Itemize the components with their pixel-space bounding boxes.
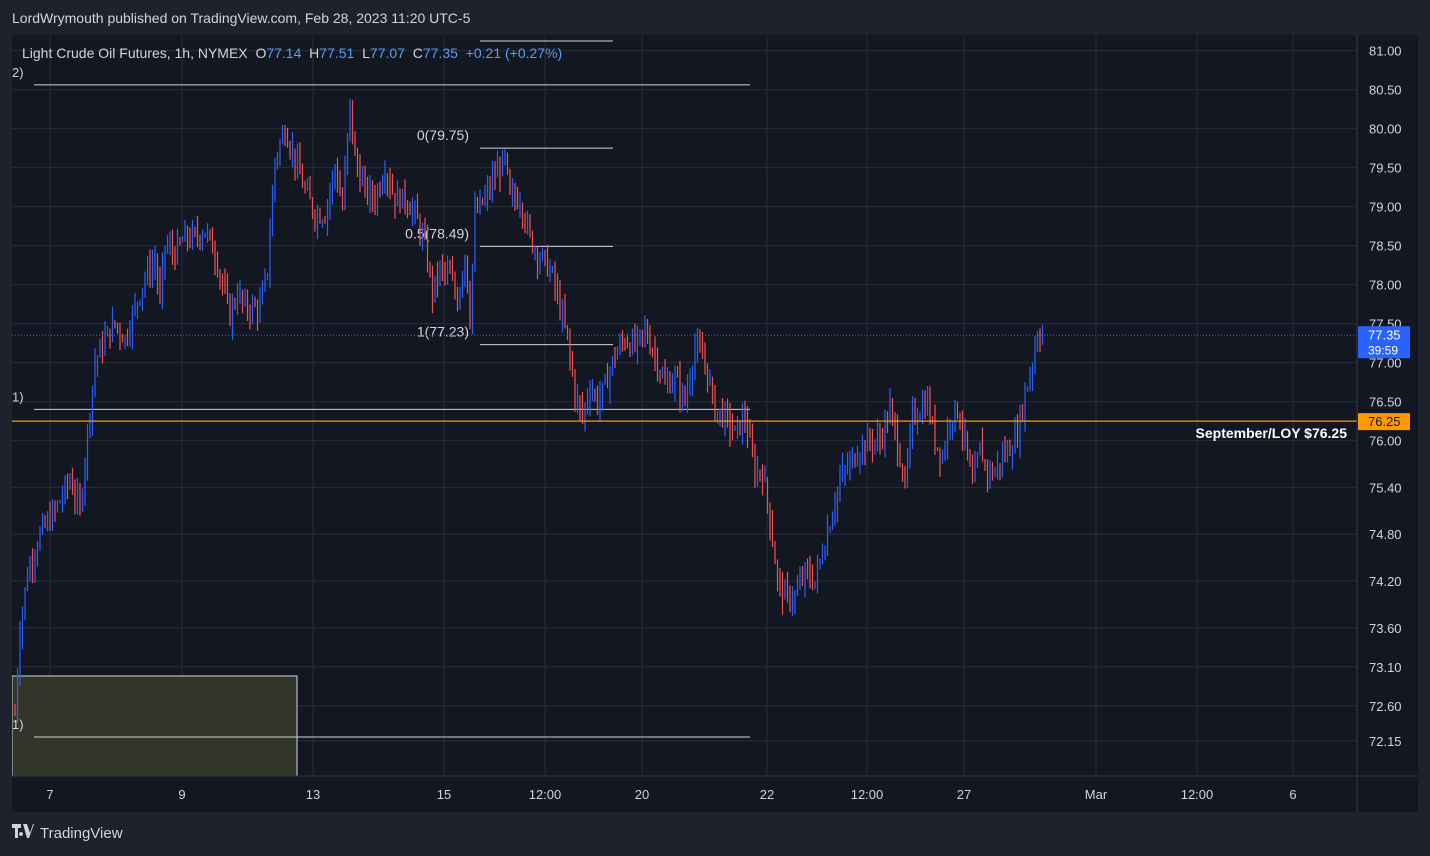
- axes: 81.0080.5080.0079.5079.0078.5078.0077.50…: [12, 35, 1418, 812]
- y-tick-label: 76.00: [1369, 434, 1402, 449]
- x-tick-label: 27: [957, 787, 971, 802]
- symbol-legend[interactable]: Light Crude Oil Futures, 1h, NYMEX O77.1…: [22, 45, 562, 61]
- x-tick-label: 12:00: [529, 787, 562, 802]
- shaded-zone: [12, 675, 298, 777]
- price-tag-countdown: 39:59: [1368, 343, 1398, 357]
- overlay-layer: September/LOY $76.25: [12, 334, 1357, 441]
- y-tick-label: 80.50: [1369, 83, 1402, 98]
- y-tick-label: 77.00: [1369, 356, 1402, 371]
- level-label: 2): [12, 65, 24, 80]
- y-tick-label: 80.00: [1369, 122, 1402, 137]
- price-tag-label: 77.35: [1368, 327, 1401, 342]
- low-value: 77.07: [369, 45, 405, 61]
- ohlc-bars: [14, 99, 1044, 723]
- y-tick-label: 76.50: [1369, 395, 1402, 410]
- x-tick-label: Mar: [1085, 787, 1108, 802]
- open-label: O: [255, 45, 267, 61]
- open-value: 77.14: [266, 45, 302, 61]
- x-tick-label: 6: [1289, 787, 1296, 802]
- x-tick-label: 13: [306, 787, 320, 802]
- symbol-name: Light Crude Oil Futures, 1h, NYMEX: [22, 45, 248, 61]
- y-tick-label: 72.60: [1369, 699, 1402, 714]
- close-label: C: [412, 45, 423, 61]
- y-tick-label: 78.50: [1369, 239, 1402, 254]
- zone-layer: [12, 675, 298, 777]
- level-label: 1): [12, 389, 24, 404]
- x-tick-label: 20: [635, 787, 649, 802]
- brand-name: TradingView: [40, 825, 123, 842]
- fib-label: 1(77.23): [417, 324, 469, 340]
- price-tag-label: 76.25: [1368, 414, 1401, 429]
- high-label: H: [309, 45, 320, 61]
- y-tick-label: 73.10: [1369, 660, 1402, 675]
- y-tick-label: 72.15: [1369, 734, 1402, 749]
- footer-brand[interactable]: TradingView: [12, 824, 123, 843]
- price-tag: [1358, 413, 1410, 431]
- y-tick-label: 78.00: [1369, 278, 1402, 293]
- publisher-line: LordWrymouth published on TradingView.co…: [12, 10, 471, 26]
- y-tick-label: 79.00: [1369, 200, 1402, 215]
- y-tick-label: 75.40: [1369, 480, 1402, 495]
- september-loy-label: September/LOY $76.25: [1196, 425, 1348, 441]
- y-tick-label: 81.00: [1369, 44, 1402, 59]
- x-tick-label: 12:00: [1181, 787, 1214, 802]
- x-tick-label: 12:00: [851, 787, 884, 802]
- x-tick-label: 22: [760, 787, 774, 802]
- price-tag: [1358, 326, 1410, 359]
- x-tick-label: 9: [178, 787, 185, 802]
- level-label: 1): [12, 717, 24, 732]
- x-tick-label: 15: [437, 787, 451, 802]
- y-tick-label: 73.60: [1369, 621, 1402, 636]
- fib-label: 0.5(78.49): [405, 225, 469, 241]
- y-tick-label: 74.80: [1369, 527, 1402, 542]
- price-chart[interactable]: 2) 1) 1) 0(79.75) 0.5(78.49) 1(77.23) Septemb…: [12, 35, 1418, 812]
- x-tick-label: 7: [46, 787, 53, 802]
- low-label: L: [362, 45, 370, 61]
- change-value: +0.21 (+0.27%): [465, 45, 563, 61]
- y-tick-label: 79.50: [1369, 161, 1402, 176]
- close-value: 77.35: [422, 45, 458, 61]
- fib-label: 0(79.75): [417, 127, 469, 143]
- high-value: 77.51: [319, 45, 355, 61]
- level-lines: 2) 1) 1) 0(79.75) 0.5(78.49) 1(77.23): [12, 40, 750, 738]
- y-tick-label: 74.20: [1369, 574, 1402, 589]
- tradingview-logo-icon: [12, 824, 34, 843]
